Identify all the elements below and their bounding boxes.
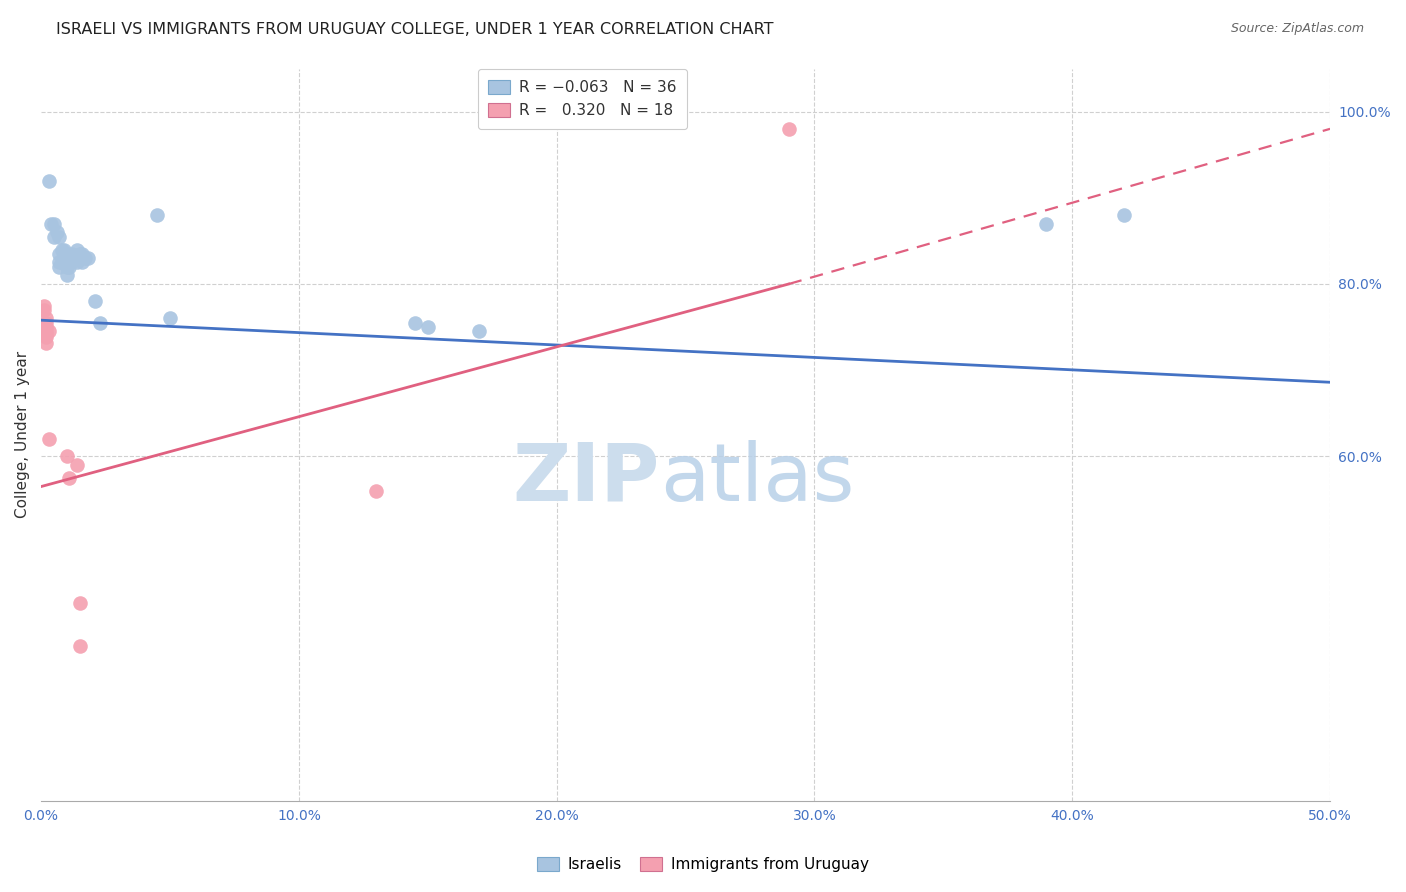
Point <box>63 251 86 265</box>
Point <box>69 596 91 610</box>
Point <box>48 255 70 269</box>
Text: atlas: atlas <box>659 440 855 517</box>
Point <box>45 225 67 239</box>
Point <box>35 335 58 350</box>
Point <box>32 302 55 317</box>
Point <box>56 450 79 464</box>
Point <box>35 325 58 339</box>
Point <box>1035 217 1057 231</box>
Text: ZIP: ZIP <box>513 440 659 517</box>
Point <box>48 247 70 261</box>
Point <box>72 247 94 261</box>
Point <box>35 316 58 330</box>
Point <box>58 260 80 274</box>
Point <box>56 255 79 269</box>
Point <box>1112 208 1135 222</box>
Point <box>35 326 58 341</box>
Point <box>42 217 65 231</box>
Point <box>38 325 60 339</box>
Point <box>468 325 491 339</box>
Point <box>53 251 76 265</box>
Point <box>76 251 98 265</box>
Point <box>89 316 111 330</box>
Point <box>56 268 79 283</box>
Point <box>38 173 60 187</box>
Point <box>35 311 58 326</box>
Point <box>69 639 91 653</box>
Point <box>66 255 89 269</box>
Point <box>146 208 169 222</box>
Point <box>48 229 70 244</box>
Point <box>778 121 800 136</box>
Point <box>56 260 79 274</box>
Text: ISRAELI VS IMMIGRANTS FROM URUGUAY COLLEGE, UNDER 1 YEAR CORRELATION CHART: ISRAELI VS IMMIGRANTS FROM URUGUAY COLLE… <box>56 22 773 37</box>
Point <box>66 458 89 472</box>
Point <box>51 243 73 257</box>
Point <box>58 251 80 265</box>
Point <box>35 330 58 344</box>
Point <box>51 255 73 269</box>
Point <box>84 294 107 309</box>
Point <box>38 432 60 446</box>
Point <box>404 316 426 330</box>
Point <box>416 320 439 334</box>
Point <box>58 471 80 485</box>
Y-axis label: College, Under 1 year: College, Under 1 year <box>15 351 30 518</box>
Legend: R = −0.063   N = 36, R =   0.320   N = 18: R = −0.063 N = 36, R = 0.320 N = 18 <box>478 69 688 129</box>
Point <box>35 320 58 334</box>
Point <box>53 243 76 257</box>
Point <box>32 299 55 313</box>
Point <box>48 260 70 274</box>
Point <box>73 251 96 265</box>
Text: Source: ZipAtlas.com: Source: ZipAtlas.com <box>1230 22 1364 36</box>
Point <box>60 247 83 261</box>
Point <box>42 229 65 244</box>
Point <box>41 217 63 231</box>
Point <box>72 255 94 269</box>
Point <box>66 243 89 257</box>
Legend: Israelis, Immigrants from Uruguay: Israelis, Immigrants from Uruguay <box>530 849 876 880</box>
Point <box>56 247 79 261</box>
Point <box>69 247 91 261</box>
Point <box>159 311 181 326</box>
Point <box>366 483 388 498</box>
